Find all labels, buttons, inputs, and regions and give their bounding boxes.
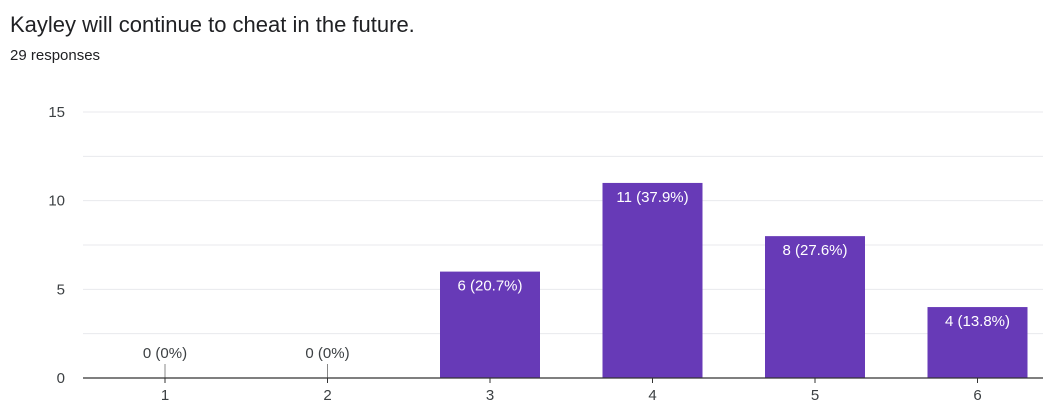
question-title: Kayley will continue to cheat in the fut… — [10, 12, 415, 37]
x-tick-label: 6 — [973, 387, 981, 403]
data-label: 6 (20.7%) — [457, 278, 522, 295]
bar-6 — [927, 307, 1028, 378]
y-tick-label: 5 — [57, 281, 65, 298]
data-label: 11 (37.9%) — [616, 189, 688, 206]
bar-4 — [602, 182, 703, 378]
label-layer: 0 5 10 15 0 (0%) 1 0 (0%) 2 6 (20.7%) 3 11 (37.9%)… — [48, 104, 1010, 403]
data-label: 0 (0%) — [305, 345, 349, 362]
data-label: 0 (0%) — [143, 345, 187, 362]
response-count: 29 responses — [10, 47, 101, 64]
data-label: 4 (13.8%) — [945, 313, 1010, 330]
grid-layer — [83, 111, 1043, 335]
x-tick-label: 4 — [648, 387, 656, 403]
y-tick-label: 15 — [48, 104, 65, 121]
x-tick-label: 3 — [486, 387, 494, 403]
axis-layer — [83, 364, 1043, 383]
y-tick-label: 10 — [48, 193, 65, 210]
bar-5 — [765, 236, 865, 378]
data-label: 8 (27.6%) — [782, 242, 847, 259]
x-tick-label: 1 — [161, 387, 169, 403]
bar-3 — [440, 271, 540, 378]
x-tick-label: 2 — [323, 387, 331, 403]
x-tick-label: 5 — [811, 387, 819, 403]
bar-layer — [440, 182, 1028, 378]
y-tick-label: 0 — [57, 370, 65, 387]
